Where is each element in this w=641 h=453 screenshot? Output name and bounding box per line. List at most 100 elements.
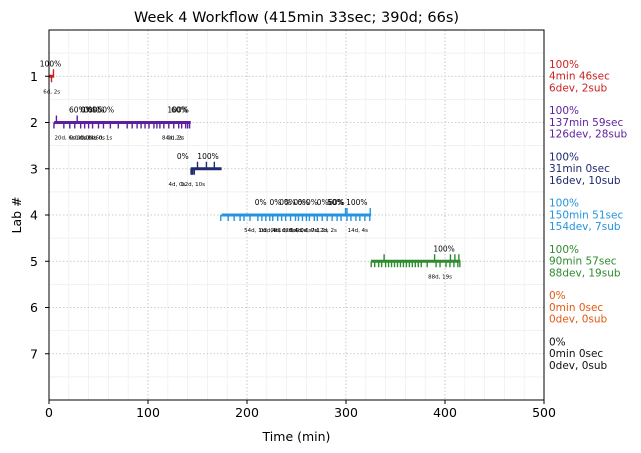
y-tick-label: 1 <box>30 69 38 84</box>
lab-4-sub-label: 1d, 0s <box>278 228 295 234</box>
lab-2-sub-label: 84d, 2s <box>162 136 182 142</box>
lab-4-sub-label: 1d, 0s <box>263 228 280 234</box>
lab-4-pct-label: 0% <box>317 198 329 207</box>
lab-4-pct-label: 0% <box>269 198 281 207</box>
x-tick-label: 400 <box>433 405 457 420</box>
lab-2-pct-label: 100% <box>167 106 188 115</box>
y-axis-label: Lab # <box>9 196 24 233</box>
lab-4-summary-line: 150min 51sec <box>549 209 623 221</box>
lab-2-pct-label: 50% <box>98 106 115 115</box>
lab-4-sub-label: 2d, 0s <box>285 228 302 234</box>
lab-4-summary-line: 100% <box>549 198 579 210</box>
lab-2-sub-label: 0d, 0s <box>70 136 87 142</box>
lab-1-summary-line: 4min 46sec <box>549 71 610 83</box>
lab-2-pct-label: 60% <box>69 106 86 115</box>
lab-2-sub-label: 0d, 2s <box>167 136 184 142</box>
lab-2-sub-label: 0d, 0s <box>88 136 105 142</box>
lab-3-pct-label: 100% <box>197 152 218 161</box>
lab-4-sub-label: 0d, 0s <box>290 228 307 234</box>
lab-4-pct-label: 50% <box>327 198 344 207</box>
lab-4-sub-label: 4d, 0s <box>272 228 289 234</box>
lab-2-pct-label: 0% <box>84 106 96 115</box>
lab-1-row: 100% 6d, 2s <box>40 59 61 95</box>
y-tick-label: 4 <box>30 208 38 223</box>
lab-6-summary-line: 0% <box>549 290 566 302</box>
chart-title: Week 4 Workflow (415min 33sec; 390d; 66s… <box>134 10 459 26</box>
lab-4-pct-label: 0% <box>293 198 305 207</box>
lab-4-sub-label: 54d, 1s <box>244 228 264 234</box>
lab-4-pct-label: 0% <box>306 198 318 207</box>
x-axis-label: Time (min) <box>262 429 331 444</box>
lab-4-pct-label: 0% <box>297 198 309 207</box>
lab-2-summary-line: 100% <box>549 105 579 117</box>
lab-1-pct-label: 100% <box>40 59 61 68</box>
lab-4-sub-label: 4d, 0s <box>295 228 312 234</box>
y-tick-label: 3 <box>30 161 38 176</box>
lab-2-sub-label: 0d, 0s <box>75 136 92 142</box>
lab-4-sub-label: 14d, 4s <box>348 228 368 234</box>
lab-4-pct-label: 0% <box>284 198 296 207</box>
lab-2-sub-label: 0d, 1s <box>77 136 94 142</box>
lab-4-summary-line: 154dev, 7sub <box>549 221 621 233</box>
lab-4-sub-label: 0d, 0s <box>300 228 317 234</box>
lab-3-summary-line: 100% <box>549 151 579 163</box>
lab-4-pct-label: 100% <box>346 198 367 207</box>
lab-2-pct-label: 0% <box>88 106 100 115</box>
lab-4-sub-label: 7d, 2s <box>311 228 328 234</box>
x-tick-label: 100 <box>136 405 160 420</box>
lab-3-sub-label: 4d, 0s <box>168 182 185 188</box>
lab-1-sub-label: 6d, 2s <box>43 89 60 95</box>
lab-2-sub-label: 6d, 1s <box>95 136 112 142</box>
lab-3-pct-label: 0% <box>177 152 189 161</box>
lab-3-sub-label: 12d, 10s <box>181 182 205 188</box>
lab-3-summary-line: 16dev, 10sub <box>549 175 621 187</box>
y-tick-label: 6 <box>30 300 38 315</box>
x-tick-label: 200 <box>235 405 259 420</box>
lab-2-sub-label: 0d, 1s <box>80 136 97 142</box>
lab-2-summary-line: 137min 59sec <box>549 117 623 129</box>
lab-1-summary-line: 100% <box>549 59 579 71</box>
lab-5-summary-line: 88dev, 19sub <box>549 267 621 279</box>
lab-3-summary-line: 31min 0sec <box>549 163 610 175</box>
lab-2-pct-label: 0% <box>93 106 105 115</box>
lab-5-summary-line: 100% <box>549 244 579 256</box>
y-tick-label: 7 <box>30 346 38 361</box>
lab-7-summary-line: 0% <box>549 336 566 348</box>
lab-7-summary-line: 0min 0sec <box>549 348 603 360</box>
lab-4-pct-label: 0% <box>255 198 267 207</box>
major-grid <box>49 30 544 400</box>
y-tick-label: 2 <box>30 115 38 130</box>
lab-5-pct-label: 100% <box>433 244 454 253</box>
lab-1-summary-line: 6dev, 2sub <box>549 82 608 94</box>
lab-2-pct-label: 60% <box>171 106 188 115</box>
x-tick-label: 0 <box>45 405 53 420</box>
lab-2-pct-label: 0% <box>81 106 93 115</box>
x-tick-label: 300 <box>334 405 358 420</box>
lab-7-summary-line: 0dev, 0sub <box>549 360 608 372</box>
lab-4-sub-label: 0d, 0s <box>260 228 277 234</box>
lab-5-row: 100% 88d, 19s <box>370 244 461 280</box>
lab-5-summary-line: 90min 57sec <box>549 256 617 268</box>
lab-6-summary-line: 0min 0sec <box>549 302 603 314</box>
lab-4-sub-label: 12d, 2s <box>316 228 336 234</box>
lab-2-sub-label: 20d, 6s <box>55 136 75 142</box>
lab-4-pct-label: 60% <box>328 198 345 207</box>
lab-6-summary-line: 0dev, 0sub <box>549 314 608 326</box>
x-tick-label: 500 <box>532 405 556 420</box>
lab-5-sub-label: 88d, 19s <box>428 274 452 280</box>
lab-2-summary-line: 126dev, 28sub <box>549 129 628 141</box>
lab-4-pct-label: 0% <box>279 198 291 207</box>
